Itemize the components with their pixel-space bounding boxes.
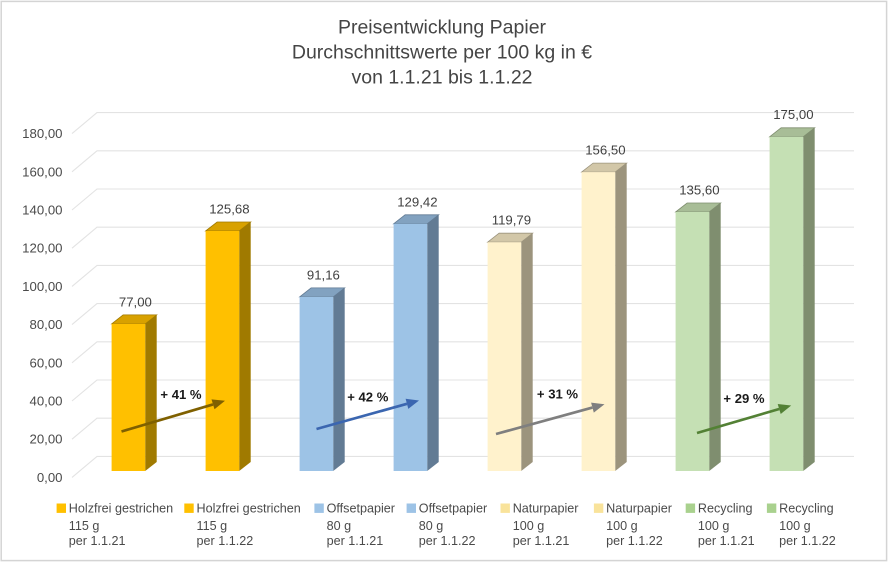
svg-text:per 1.1.22: per 1.1.22 — [779, 534, 836, 548]
svg-text:per 1.1.21: per 1.1.21 — [698, 534, 755, 548]
svg-text:+ 41 %: + 41 % — [160, 387, 201, 402]
svg-text:100 g: 100 g — [513, 519, 545, 533]
svg-text:100 g: 100 g — [606, 519, 638, 533]
svg-text:129,42: 129,42 — [397, 194, 437, 209]
svg-text:100 g: 100 g — [779, 519, 811, 533]
svg-text:Recycling: Recycling — [779, 502, 834, 516]
svg-text:per 1.1.22: per 1.1.22 — [419, 534, 476, 548]
svg-text:119,79: 119,79 — [492, 213, 531, 228]
svg-text:+ 42 %: + 42 % — [347, 390, 388, 405]
svg-text:115 g: 115 g — [69, 519, 100, 533]
svg-text:Offsetpapier: Offsetpapier — [419, 502, 487, 516]
svg-text:175,00: 175,00 — [773, 107, 813, 122]
svg-text:20,00: 20,00 — [29, 432, 62, 447]
svg-text:100 g: 100 g — [698, 519, 730, 533]
svg-text:+ 29 %: + 29 % — [723, 391, 764, 406]
svg-text:per 1.1.21: per 1.1.21 — [327, 534, 384, 548]
svg-text:Recycling: Recycling — [698, 502, 753, 516]
svg-text:von 1.1.21 bis 1.1.22: von 1.1.21 bis 1.1.22 — [351, 67, 532, 89]
svg-text:40,00: 40,00 — [29, 394, 62, 409]
svg-text:Holzfrei gestrichen: Holzfrei gestrichen — [197, 502, 301, 516]
svg-text:91,16: 91,16 — [307, 267, 340, 282]
svg-text:Durchschnittswerte per 100 kg: Durchschnittswerte per 100 kg in € — [292, 42, 592, 64]
svg-text:115 g: 115 g — [197, 519, 228, 533]
svg-text:Offsetpapier: Offsetpapier — [327, 502, 395, 516]
svg-text:per 1.1.21: per 1.1.21 — [69, 534, 126, 548]
svg-text:160,00: 160,00 — [22, 164, 62, 179]
svg-text:Naturpapier: Naturpapier — [513, 502, 579, 516]
svg-text:per 1.1.22: per 1.1.22 — [606, 534, 663, 548]
svg-text:per 1.1.22: per 1.1.22 — [197, 534, 254, 548]
svg-text:Preisentwicklung Papier: Preisentwicklung Papier — [338, 17, 547, 39]
svg-text:60,00: 60,00 — [29, 355, 62, 370]
svg-text:Naturpapier: Naturpapier — [606, 502, 672, 516]
svg-text:0,00: 0,00 — [37, 470, 63, 485]
svg-text:per 1.1.21: per 1.1.21 — [513, 534, 570, 548]
svg-text:156,50: 156,50 — [585, 143, 625, 158]
svg-text:100,00: 100,00 — [22, 279, 62, 294]
svg-text:125,68: 125,68 — [209, 202, 249, 217]
svg-text:180,00: 180,00 — [22, 126, 62, 141]
svg-text:Holzfrei gestrichen: Holzfrei gestrichen — [69, 502, 173, 516]
svg-text:80 g: 80 g — [419, 519, 444, 533]
svg-text:135,60: 135,60 — [679, 183, 719, 198]
svg-text:77,00: 77,00 — [119, 294, 152, 309]
svg-text:+ 31 %: + 31 % — [537, 387, 578, 402]
svg-text:80,00: 80,00 — [29, 317, 62, 332]
svg-text:120,00: 120,00 — [22, 241, 62, 256]
svg-text:140,00: 140,00 — [22, 203, 62, 218]
svg-text:80 g: 80 g — [327, 519, 352, 533]
